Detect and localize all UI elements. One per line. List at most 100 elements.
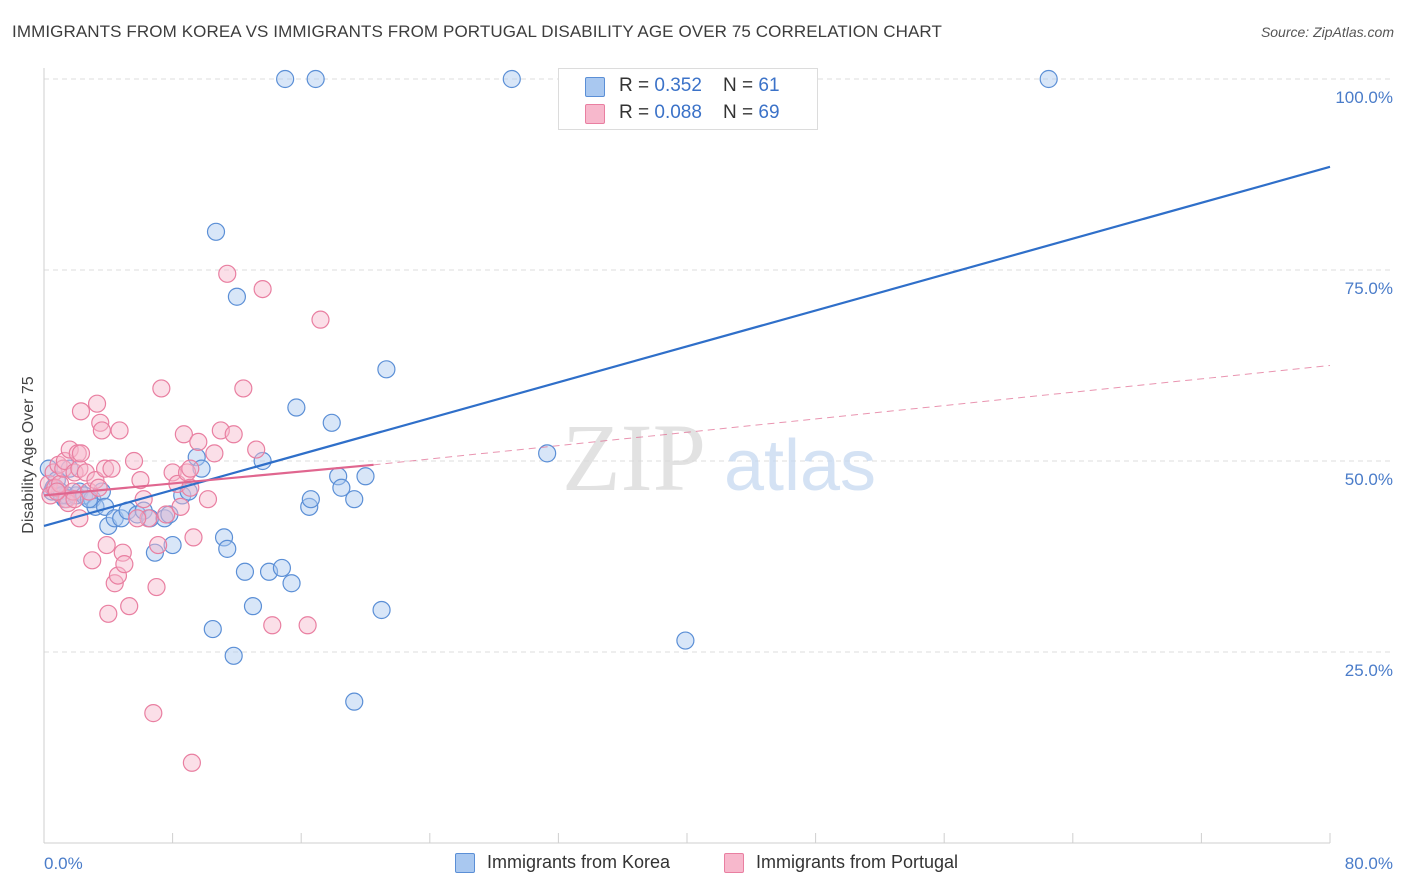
portugal-point xyxy=(108,566,128,585)
portugal-point xyxy=(95,459,115,478)
portugal-point xyxy=(128,509,147,528)
x-tick-label: 0.0% xyxy=(44,854,83,873)
y-tick-label: 75.0% xyxy=(1345,279,1393,298)
portugal-point xyxy=(205,444,224,463)
portugal-legend-swatch xyxy=(724,853,744,873)
korea-point xyxy=(206,222,226,241)
korea-point xyxy=(332,478,351,497)
portugal-swatch xyxy=(585,104,605,124)
portugal-point xyxy=(102,459,121,478)
korea-point xyxy=(345,692,364,711)
korea-point xyxy=(187,448,206,467)
korea-legend-swatch xyxy=(455,853,475,873)
portugal-point xyxy=(144,704,163,723)
korea-trend-line xyxy=(43,165,1331,527)
korea-point xyxy=(276,69,295,89)
watermark: ZIP atlas xyxy=(562,404,876,511)
chart-title: IMMIGRANTS FROM KOREA VS IMMIGRANTS FROM… xyxy=(12,22,942,41)
portugal-point xyxy=(182,753,201,772)
correlation-legend: R = 0.352 N = 61 R = 0.088 N = 69 xyxy=(558,68,818,130)
korea-point xyxy=(224,646,243,665)
portugal-point xyxy=(71,402,91,421)
portugal-point xyxy=(149,535,168,555)
portugal-point xyxy=(181,459,200,478)
portugal-point xyxy=(218,264,237,283)
portugal-point xyxy=(247,440,266,459)
portugal-point xyxy=(298,616,317,635)
portugal-point xyxy=(311,310,330,329)
korea-point xyxy=(301,490,320,509)
portugal-point xyxy=(157,505,176,524)
watermark-atlas: atlas xyxy=(724,426,876,506)
korea-point xyxy=(272,558,292,578)
korea-point xyxy=(372,600,391,620)
portugal-point xyxy=(171,497,190,516)
portugal-trend-line xyxy=(43,463,374,497)
y-axis-title: Disability Age Over 75 xyxy=(20,376,37,534)
portugal-point xyxy=(97,535,116,555)
korea-point xyxy=(227,287,246,306)
korea-point xyxy=(377,360,396,379)
portugal-trend-extension xyxy=(373,365,1331,466)
korea-legend-label: Immigrants from Korea xyxy=(487,852,671,872)
portugal-point xyxy=(71,444,91,463)
portugal-point xyxy=(131,471,150,490)
korea-point xyxy=(538,444,557,463)
portugal-point xyxy=(198,490,218,509)
axes xyxy=(43,68,1331,844)
portugal-point xyxy=(110,421,129,440)
portugal-point xyxy=(163,463,182,482)
portugal-point xyxy=(184,528,203,547)
x-tick-label: 80.0% xyxy=(1345,854,1393,873)
y-tick-label: 25.0% xyxy=(1345,661,1393,680)
portugal-point xyxy=(113,543,132,562)
portugal-point xyxy=(99,604,118,623)
korea-swatch xyxy=(585,77,605,97)
korea-point xyxy=(235,562,255,581)
y-tick-labels: 25.0% 50.0% 75.0% 100.0% xyxy=(1335,88,1393,680)
korea-point xyxy=(287,398,306,417)
portugal-point xyxy=(65,490,84,509)
portugal-point xyxy=(263,616,282,635)
korea-point xyxy=(306,69,325,89)
portugal-point xyxy=(76,463,95,482)
korea-point xyxy=(356,467,375,486)
portugal-point xyxy=(47,482,66,501)
korea-point xyxy=(214,528,234,547)
portugal-point xyxy=(224,425,243,444)
watermark-zip: ZIP xyxy=(562,404,706,511)
korea-point xyxy=(345,490,364,509)
korea-point xyxy=(282,574,301,593)
korea-point xyxy=(1039,69,1058,89)
portugal-point xyxy=(120,597,139,616)
korea-point xyxy=(203,619,222,639)
portugal-point xyxy=(124,451,144,471)
portugal-point xyxy=(174,425,193,444)
trend-lines xyxy=(43,165,1331,527)
korea-points xyxy=(39,69,1058,711)
source-credit: Source: ZipAtlas.com xyxy=(1260,24,1394,40)
korea-point xyxy=(322,413,341,432)
korea-point xyxy=(163,535,182,555)
legend-korea-text: R = 0.352 N = 61 xyxy=(619,75,780,96)
korea-point xyxy=(502,69,521,89)
portugal-point xyxy=(54,459,73,478)
portugal-point xyxy=(147,577,166,597)
y-tick-label: 100.0% xyxy=(1335,88,1393,107)
portugal-point xyxy=(89,478,108,497)
portugal-legend-label: Immigrants from Portugal xyxy=(756,852,959,872)
portugal-point xyxy=(189,432,208,451)
portugal-point xyxy=(92,421,111,440)
korea-point xyxy=(218,539,237,558)
legend-portugal-text: R = 0.088 N = 69 xyxy=(619,102,780,123)
portugal-point xyxy=(115,555,134,574)
portugal-point xyxy=(234,379,253,398)
portugal-points xyxy=(39,264,330,772)
y-tick-label: 50.0% xyxy=(1345,470,1393,489)
portugal-point xyxy=(152,379,171,398)
portugal-point xyxy=(87,394,107,413)
portugal-point xyxy=(83,551,102,570)
korea-point xyxy=(676,631,695,650)
korea-point xyxy=(300,497,319,516)
